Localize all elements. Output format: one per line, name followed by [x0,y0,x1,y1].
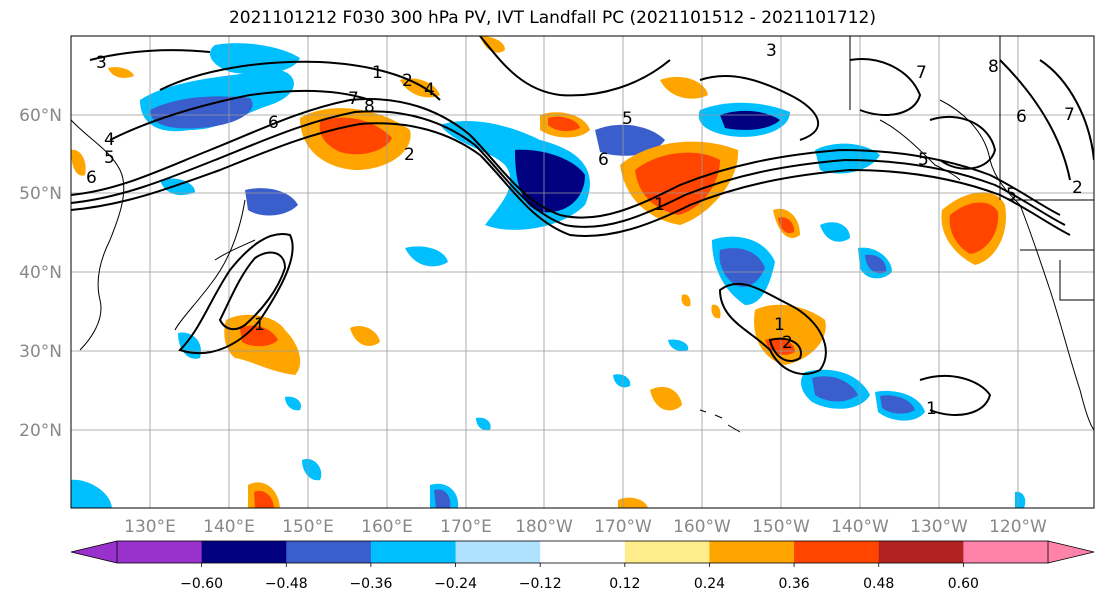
colorbar-tick-label: −0.60 [180,576,223,592]
colorbar-tick-label: 0.60 [948,576,979,592]
contour-label: 2 [402,71,413,91]
colorbar-extend-low [71,541,117,563]
colorbar-outline [70,540,118,564]
colorbar-tick-label: −0.48 [265,576,308,592]
colorbar-segment [624,541,710,563]
contour-label: 7 [348,89,359,109]
lat-label: 50°N [19,184,62,204]
lon-label: 180°W [515,517,573,537]
map-frame [70,35,1095,509]
contour-label: 6 [598,150,609,170]
contour-label: 7 [916,63,927,83]
contour-label: 3 [766,41,777,61]
lon-label: 170°W [594,517,652,537]
colorbar-segment [963,541,1049,563]
colorbar-outline [1047,540,1095,564]
contour-label: 8 [364,97,375,117]
colorbar-segment [540,541,626,563]
contour-label: 1 [926,399,937,419]
contour-label: 5 [918,150,929,170]
colorbar-tick-label: −0.36 [349,576,392,592]
colorbar-segment [709,541,795,563]
colorbar-segment [370,541,457,563]
contour-label: 6 [86,168,97,188]
lon-label: 170°E [440,517,492,537]
contour-label: 8 [988,57,999,77]
map-title: 2021101212 F030 300 hPa PV, IVT Landfall… [228,8,876,28]
lat-label: 20°N [19,421,62,441]
lon-label: 160°E [361,517,413,537]
contour-label: 3 [96,53,107,73]
colorbar-frame [116,540,1049,564]
contour-label: 5 [104,148,115,168]
coastlines [71,36,1094,433]
colorbar-segment [455,541,541,563]
contour-label: 7 [1064,105,1075,125]
contour-label: 2 [782,333,793,353]
pv-contours [71,36,1094,416]
contour-labels: 3 1 7 8 2 4 6 4 5 6 5 3 7 8 5 6 1 1 2 1 … [86,41,1083,419]
colorbar-segment [117,541,203,563]
lon-label: 140°W [831,517,889,537]
lon-label: 130°E [124,517,176,537]
contour-label: 2 [1072,178,1083,198]
contour-label: 1 [774,315,785,335]
longitude-labels: 130°E 140°E 150°E 160°E 170°E 180°W 170°… [124,517,1047,537]
lon-label: 120°W [989,517,1047,537]
positive-anomaly-areas [71,36,1006,508]
contour-label: 1 [254,315,265,335]
lat-label: 40°N [19,263,62,283]
contour-label: 4 [104,130,115,150]
latitude-labels: 60°N 50°N 40°N 30°N 20°N [19,106,62,441]
lon-label: 160°W [673,517,731,537]
graticule [71,36,1094,508]
colorbar-tick-label: 0.12 [609,576,640,592]
colorbar-segment [878,541,964,563]
contour-label: 1 [372,63,383,83]
lat-label: 60°N [19,106,62,126]
lat-label: 30°N [19,342,62,362]
colorbar-tick-label: 0.24 [694,576,725,592]
colorbar-segment [286,541,372,563]
contour-label: 1 [654,195,665,215]
lon-label: 150°W [752,517,810,537]
lon-label: 140°E [203,517,255,537]
lon-label: 130°W [910,517,968,537]
contour-label: 5 [1006,185,1017,205]
colorbar: −0.60 −0.48 −0.36 −0.24 −0.12 0.12 0.24 0.36 0.4… [70,540,1095,592]
contour-label: 5 [622,109,633,129]
contour-label: 6 [1016,107,1027,127]
colorbar-extend-high [1048,541,1094,563]
contour-label: 2 [404,145,415,165]
lon-label: 150°E [282,517,334,537]
colorbar-tick-label: 0.48 [863,576,894,592]
colorbar-tick-label: −0.24 [434,576,477,592]
colorbar-segment [794,541,880,563]
colorbar-tick-label: 0.36 [779,576,810,592]
colorbar-tick-label: −0.12 [519,576,562,592]
colorbar-segment [201,541,287,563]
contour-label: 6 [268,113,279,133]
contour-label: 4 [424,80,435,100]
